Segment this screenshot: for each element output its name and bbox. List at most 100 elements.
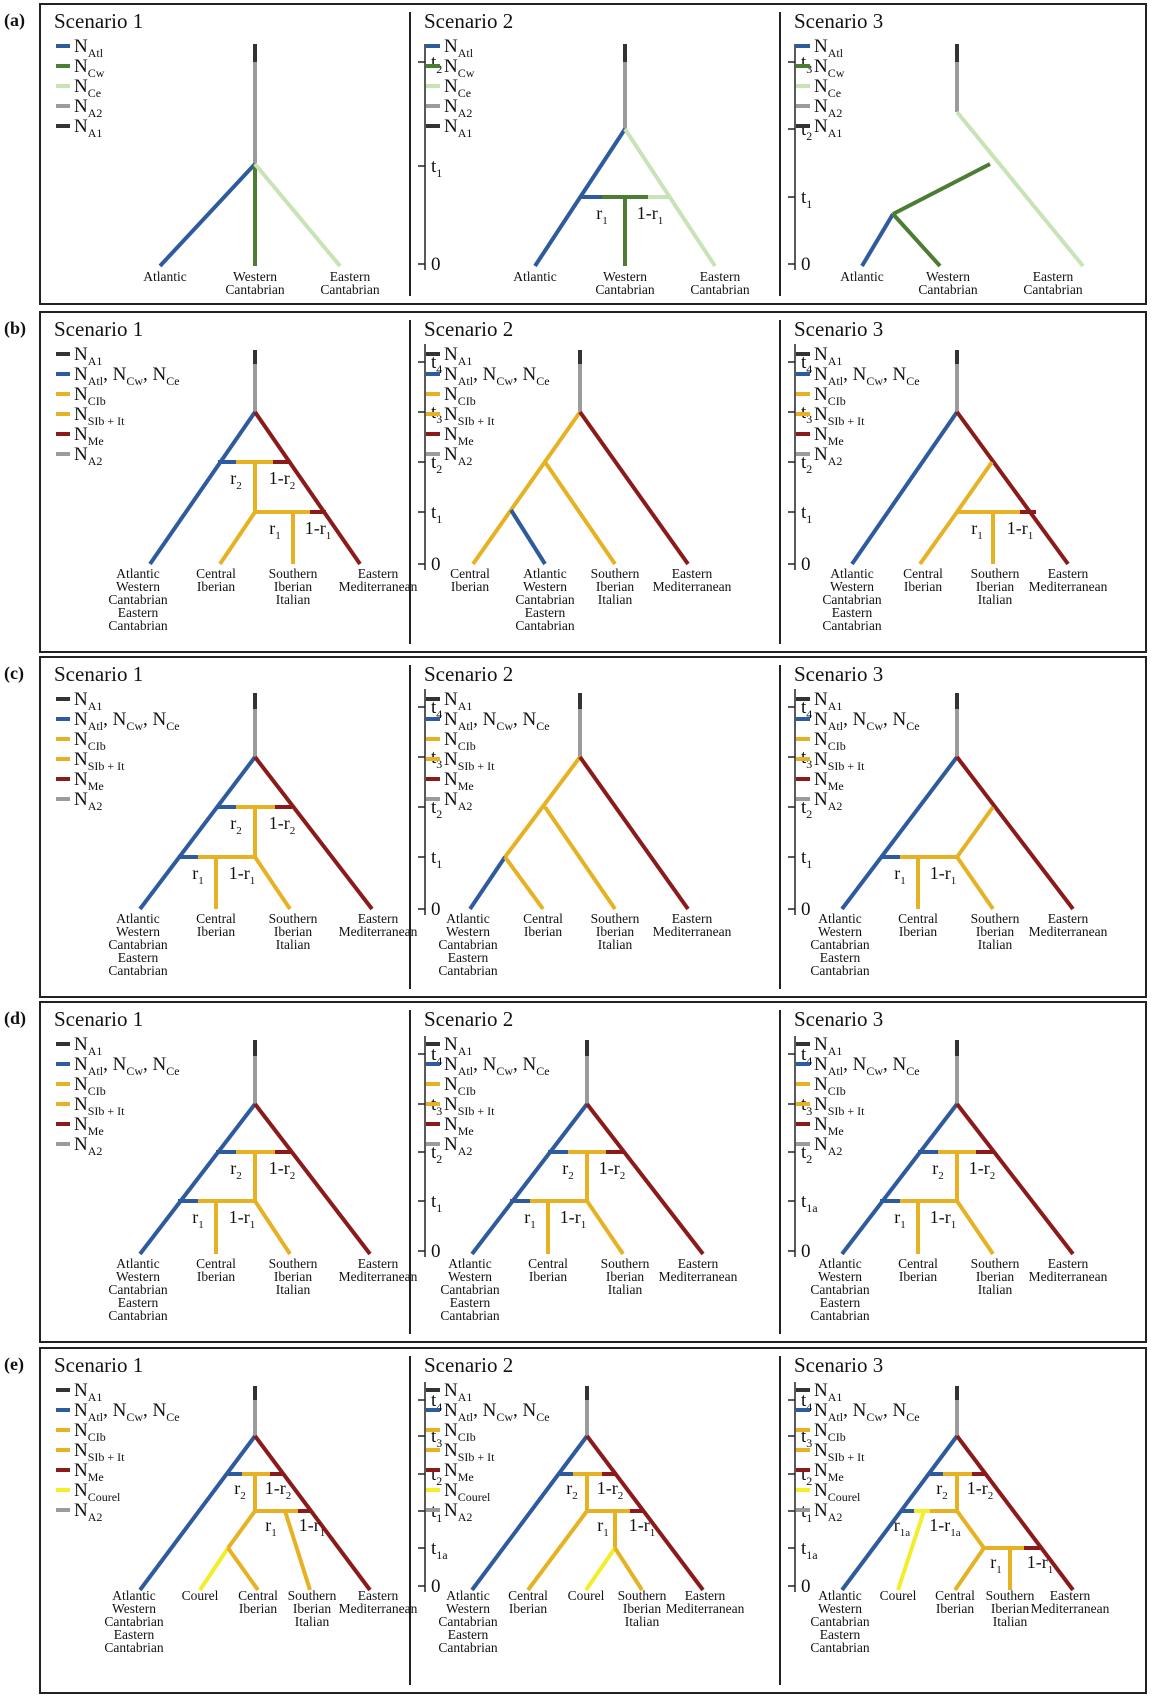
branch-me: [578, 410, 690, 566]
legend-label: NSIb + It: [444, 404, 495, 428]
scenario-panel: Scenario 3NAtlNCwNCeNA2NA1t4t3t2t10Atlan…: [794, 9, 1085, 297]
population-label: Atlantic: [840, 269, 884, 284]
legend-item: NAtl: [56, 36, 104, 60]
time-axis: t4t3t2t10: [418, 1036, 442, 1262]
population-label: Southern Iberian Italian: [971, 911, 1020, 952]
legend-label: NCIb: [814, 384, 846, 408]
scenario-title: Scenario 3: [794, 1007, 883, 1031]
legend-label: NCIb: [814, 1420, 846, 1444]
panel-frame: [39, 311, 1147, 653]
legend-label: NA1: [814, 1380, 842, 1404]
admixture-label: 1-r2: [269, 1158, 296, 1182]
admixture-label: 1-r1: [629, 1515, 656, 1539]
axis-tick-label: t3: [801, 52, 812, 76]
legend-item: NCIb: [796, 1074, 846, 1098]
admixture-label: r2: [230, 468, 242, 492]
branch-me: [955, 1434, 1075, 1592]
admixture-label: r1: [192, 863, 204, 887]
scenario-title: Scenario 3: [794, 9, 883, 33]
legend-label: NCw: [444, 56, 475, 80]
axis-tick-label: t1: [801, 1501, 812, 1525]
panel-label: (d): [4, 1008, 26, 1029]
tree: [138, 1040, 372, 1256]
legend-label: NAtl: [444, 36, 474, 60]
legend-item: NA2: [426, 1134, 472, 1158]
axis-tick-label: t4: [431, 1390, 442, 1414]
scenario-title: Scenario 2: [424, 317, 513, 341]
population-label: Courel: [568, 1588, 605, 1603]
population-label: Eastern Mediterranean: [659, 1256, 738, 1284]
tree: [138, 1386, 372, 1592]
population-label: Southern Iberian Italian: [971, 1256, 1020, 1297]
legend-item: NMe: [56, 1460, 104, 1484]
legend-label: NA1: [444, 1380, 472, 1404]
scenario-title: Scenario 3: [794, 662, 883, 686]
axis-tick-label: t2: [431, 452, 442, 476]
legend-label: NA2: [444, 1134, 472, 1158]
axis-tick-label: t2: [801, 119, 812, 143]
legend-item: NSIb + It: [56, 1094, 125, 1118]
population-label: Atlantic: [513, 269, 557, 284]
legend-item: NSIb + It: [796, 1094, 865, 1118]
branch-atl: [840, 1434, 959, 1592]
branch-me: [253, 1102, 372, 1256]
legend-item: NA2: [796, 1500, 842, 1524]
admixture-label: r1: [990, 1552, 1002, 1576]
population-label: Central Iberian: [450, 566, 490, 594]
population-label: Central Iberian: [196, 911, 236, 939]
admixture-label: 1-r1: [560, 1207, 587, 1231]
legend-item: NSIb + It: [426, 749, 495, 773]
legend-item: NSIb + It: [56, 749, 125, 773]
legend-label: NA2: [814, 444, 842, 468]
tree: [148, 350, 362, 566]
legend-item: NA2: [796, 444, 842, 468]
legend-label: NA1: [814, 1034, 842, 1058]
legend-item: NAtl: [426, 36, 474, 60]
legend-label: NSIb + It: [74, 1094, 125, 1118]
population-label: Eastern Mediterranean: [1029, 1256, 1108, 1284]
axis-tick-label: t1: [431, 1501, 442, 1525]
legend-item: NA2: [426, 1500, 472, 1524]
legend-item: NA1: [426, 689, 472, 713]
legend-label: NA1: [814, 689, 842, 713]
axis-tick-label: t1: [801, 502, 812, 526]
time-axis: t4 t3 t2 t1 t1a 0: [788, 1382, 818, 1597]
tree: [138, 693, 374, 911]
legend-item: NA2: [426, 789, 472, 813]
branch-atl: [468, 855, 507, 911]
admixture-label: 1-r1: [930, 863, 957, 887]
legend-item: NMe: [796, 424, 844, 448]
panel-frame: [39, 1001, 1147, 1343]
legend-item: NCIb: [56, 729, 106, 753]
legend-label: NA2: [444, 96, 472, 120]
admixture-label: 1-r2: [597, 1478, 624, 1502]
legend-item: NA2: [796, 96, 842, 120]
legend-label: NSIb + It: [444, 1094, 495, 1118]
admixture-label: r2: [234, 1478, 246, 1502]
population-label: Southern Iberian Italian: [591, 911, 640, 952]
legend-label: NMe: [444, 769, 474, 793]
legend-item: NSIb + It: [426, 404, 495, 428]
scenario-title: Scenario 3: [794, 317, 883, 341]
axis-tick-label: 0: [801, 1576, 811, 1597]
axis-tick-label: 0: [431, 254, 441, 275]
axis-tick-label: t2: [801, 1142, 812, 1166]
legend-label: NA2: [444, 444, 472, 468]
legend-item: NAtl, NCw, NCe: [796, 364, 920, 388]
admixture-label: r1: [524, 1207, 536, 1231]
legend-item: NCIb: [56, 1074, 106, 1098]
legend-item: NSIb + It: [426, 1094, 495, 1118]
legend-item: NA2: [56, 1134, 102, 1158]
legend-label: NA1: [74, 1034, 102, 1058]
population-label: Southern Iberian Italian: [269, 1256, 318, 1297]
branch-cib: [955, 1199, 995, 1256]
population-label: Western Cantabrian: [918, 269, 977, 297]
branch-cib: [503, 855, 545, 911]
legend-label: NCIb: [444, 729, 476, 753]
branch-atl: [138, 1102, 257, 1256]
legend-item: NA2: [56, 444, 102, 468]
axis-tick-label: 0: [431, 899, 441, 920]
axis-tick-label: 0: [801, 254, 811, 275]
